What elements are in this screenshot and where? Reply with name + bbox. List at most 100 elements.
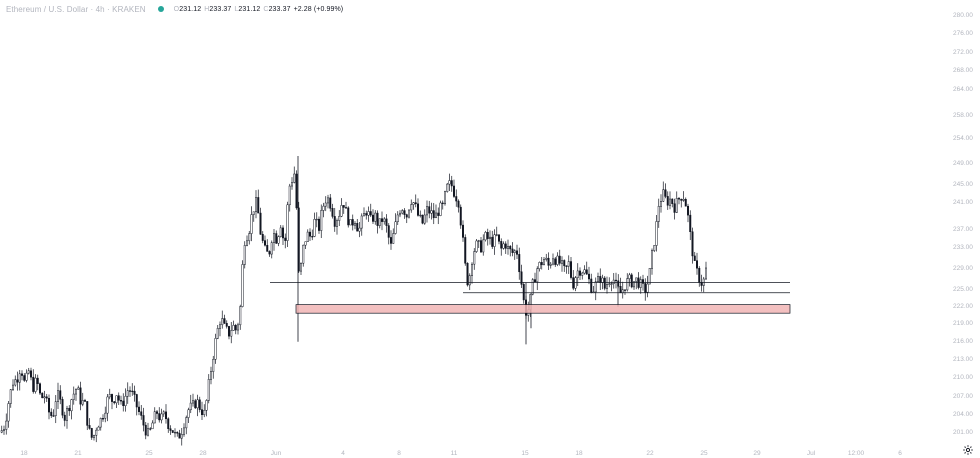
candle-body [693, 255, 696, 261]
candle-body [219, 324, 221, 329]
candle-body [556, 255, 559, 265]
candle-body [635, 277, 638, 282]
candle-body [167, 418, 170, 429]
candle-body [273, 233, 275, 243]
candle [160, 408, 163, 424]
candle-body [612, 279, 615, 284]
candle [669, 191, 671, 210]
candle [480, 236, 482, 253]
candle [387, 223, 390, 245]
candle [396, 211, 399, 226]
candle-body [383, 218, 386, 222]
gear-icon[interactable] [962, 443, 974, 455]
candle [171, 430, 174, 434]
y-tick-label: 241.00 [953, 199, 973, 206]
x-axis[interactable]: 18 21 25 28 Jun 4 8 11 15 18 22 25 29 Jul 12:00 6 [20, 450, 902, 457]
candle-body [437, 212, 440, 216]
candle-body [27, 370, 30, 374]
candle-body [628, 274, 631, 279]
candle-body [336, 220, 338, 227]
x-tick-label: Jul [807, 450, 816, 457]
candle-body [653, 245, 656, 251]
candle [306, 229, 309, 242]
candle [367, 206, 370, 222]
candle-body [576, 270, 579, 278]
candle [97, 425, 100, 431]
candle [453, 179, 455, 198]
candle-body [259, 212, 262, 235]
candle [471, 262, 473, 284]
candle [75, 388, 77, 401]
legend-header: Ethereum / U.S. Dollar · 4h · KRAKEN O23… [6, 2, 343, 16]
candle [14, 375, 17, 387]
candle [309, 228, 311, 242]
candle [284, 233, 287, 249]
candle [318, 216, 320, 234]
candle-body [50, 411, 53, 416]
candle-body [52, 415, 55, 417]
annotations-layer[interactable] [270, 282, 791, 314]
candle [113, 401, 116, 405]
candle [383, 217, 386, 225]
candle-body [482, 239, 485, 253]
candle [381, 211, 383, 231]
candle-body [174, 431, 176, 434]
candle-body [372, 214, 374, 222]
candle-body [257, 197, 260, 214]
candle [124, 388, 127, 412]
candle-body [671, 198, 674, 204]
candle [194, 398, 197, 410]
candle [365, 210, 368, 220]
candle-body [567, 261, 570, 267]
candle [61, 396, 64, 419]
candle-body [241, 264, 244, 307]
candle-body [142, 415, 145, 426]
candle [66, 405, 68, 429]
candle-body [255, 197, 257, 213]
candle-body [651, 250, 653, 269]
candle [390, 230, 392, 250]
symbol-title[interactable]: Ethereum / U.S. Dollar · 4h · KRAKEN [6, 4, 146, 14]
candle-body [279, 227, 282, 237]
candle [486, 228, 489, 246]
candle-body [417, 203, 419, 216]
y-axis[interactable]: 201.00 204.00 207.00 210.00 213.00 216.00 219.… [953, 12, 973, 436]
candle [705, 261, 707, 280]
candle [219, 321, 221, 337]
candle-body [464, 237, 467, 264]
candle-body [504, 243, 507, 249]
candle-body [122, 400, 125, 407]
ohlc-close: C233.37 [263, 5, 291, 13]
candle-body [421, 214, 424, 224]
candle [81, 392, 84, 407]
candle [41, 392, 44, 399]
candle [351, 214, 354, 231]
candle-body [536, 268, 539, 283]
candle [295, 170, 298, 210]
candle [198, 396, 201, 413]
candle [243, 241, 246, 269]
candle-body [446, 183, 449, 192]
candle [108, 388, 111, 400]
demand-zone-rectangle[interactable] [295, 304, 791, 314]
candle [68, 405, 71, 416]
candle [221, 310, 224, 329]
status-dot-icon [157, 6, 164, 12]
candle-body [196, 399, 199, 409]
candle-body [214, 338, 217, 360]
x-tick-label: 8 [397, 450, 401, 457]
candle-body [169, 428, 172, 431]
candle [203, 404, 206, 418]
candle [135, 393, 138, 416]
candle-body [194, 400, 197, 409]
candle [324, 196, 327, 212]
candle-body [543, 259, 545, 266]
candle-body [327, 197, 329, 204]
candle-body [25, 372, 28, 381]
candle-body [558, 255, 561, 264]
candle-body [120, 400, 122, 402]
candle [594, 277, 597, 301]
candle [635, 277, 638, 290]
candle-body [113, 401, 116, 404]
